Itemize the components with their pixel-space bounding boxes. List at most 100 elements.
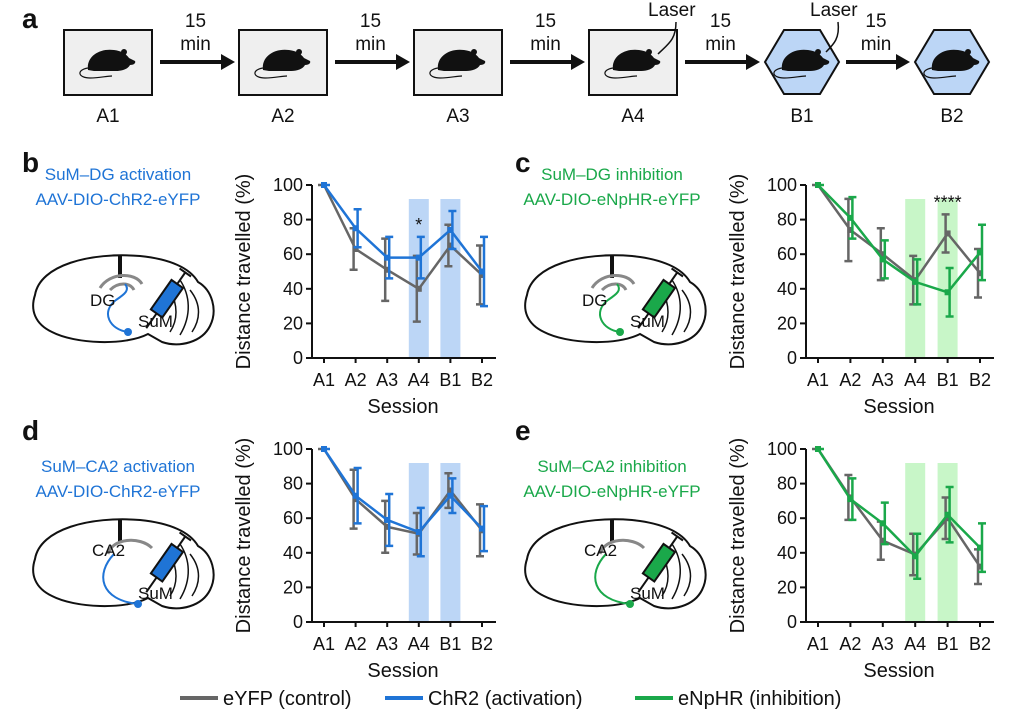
- syringe: [637, 531, 684, 593]
- syringe-handle: [670, 267, 684, 278]
- laser-session-shade: [905, 463, 926, 622]
- x-tick-label: B1: [937, 370, 959, 390]
- syringe-plunger: [176, 271, 187, 285]
- projection: [594, 553, 631, 605]
- y-tick-label: 100: [767, 439, 797, 459]
- series-line: [816, 448, 981, 559]
- syringe-needle: [145, 312, 158, 329]
- source-region-label: SuM: [138, 584, 173, 603]
- data-point: [815, 446, 821, 452]
- laser-session-shade: [937, 199, 958, 358]
- y-axis-label: Distance travelled (%): [233, 438, 255, 634]
- laser-session-shade: [440, 463, 461, 622]
- x-tick-label: A3: [872, 370, 894, 390]
- syringe-plunger: [176, 535, 187, 549]
- interval-label: 15: [535, 11, 556, 32]
- panel-label: b: [22, 147, 39, 178]
- x-tick-label: B2: [969, 634, 991, 654]
- x-tick-label: B1: [439, 370, 461, 390]
- data-point: [384, 266, 391, 273]
- panel-label: e: [515, 415, 531, 446]
- interval-label: min: [355, 34, 386, 55]
- session-label: A1: [96, 106, 119, 127]
- source-region-label: SuM: [630, 584, 665, 603]
- injection-site: [124, 328, 132, 336]
- data-point: [977, 544, 983, 551]
- hippocampus: [598, 538, 646, 555]
- projection: [599, 283, 621, 333]
- laser-fiber: [657, 21, 677, 55]
- construct-title: SuM–CA2 inhibition: [537, 457, 686, 476]
- y-tick-label: 100: [273, 439, 303, 459]
- data-point: [479, 525, 485, 532]
- data-point: [847, 226, 854, 233]
- data-point: [912, 278, 919, 285]
- x-tick-label: A3: [872, 634, 894, 654]
- data-point: [415, 285, 422, 292]
- x-tick-label: A4: [904, 634, 926, 654]
- y-tick-label: 20: [777, 313, 797, 333]
- laser-label: Laser: [810, 0, 858, 21]
- y-tick-label: 0: [293, 348, 303, 368]
- y-tick-label: 40: [283, 279, 303, 299]
- x-tick-label: A3: [376, 370, 398, 390]
- session-label: A2: [271, 106, 294, 127]
- x-tick-label: A1: [807, 634, 829, 654]
- session-label: B1: [790, 106, 813, 127]
- target-region-label: CA2: [92, 541, 125, 560]
- panel-label: c: [515, 147, 531, 178]
- syringe: [145, 267, 192, 329]
- x-tick-label: A1: [313, 634, 335, 654]
- arrow-head: [896, 54, 910, 70]
- source-region-label: SuM: [138, 312, 173, 331]
- data-point: [815, 182, 821, 188]
- chart: 0 20 40 60 80 100 A1 A2 A3 A4 B1 B2 Distance travell…: [523, 165, 994, 418]
- brain-schematic: CA2 SuM: [31, 517, 216, 611]
- construct-virus: AAV-DIO-eNpHR-eYFP: [523, 482, 700, 501]
- x-tick-label: A2: [839, 370, 861, 390]
- y-tick-label: 0: [787, 348, 797, 368]
- data-point: [944, 515, 951, 522]
- y-tick-label: 20: [777, 577, 797, 597]
- series-line: [816, 184, 981, 282]
- hippocampus: [590, 274, 636, 292]
- x-axis-label: Session: [863, 660, 934, 682]
- y-tick-label: 100: [273, 175, 303, 195]
- construct-title: SuM–DG inhibition: [541, 165, 683, 184]
- construct-virus: AAV-DIO-ChR2-eYFP: [35, 190, 200, 209]
- interval-label: min: [705, 34, 736, 55]
- y-tick-label: 80: [283, 474, 303, 494]
- target-region-label: DG: [90, 291, 116, 310]
- y-tick-label: 40: [283, 543, 303, 563]
- syringe-handle: [178, 267, 192, 278]
- syringe-handle: [670, 531, 684, 542]
- hippocampus: [106, 538, 154, 555]
- projection: [107, 283, 129, 333]
- series-line: [322, 184, 483, 291]
- data-point: [944, 289, 951, 296]
- series-line: [322, 448, 483, 536]
- x-tick-label: A2: [345, 370, 367, 390]
- series-line: [322, 448, 483, 534]
- panel-label: d: [22, 415, 39, 446]
- arrow-head: [571, 54, 585, 70]
- data-point: [352, 246, 359, 253]
- data-point: [415, 529, 422, 536]
- x-tick-label: A3: [376, 634, 398, 654]
- significance-label: *: [415, 215, 422, 235]
- legend-label: eYFP (control): [223, 688, 352, 710]
- laser-label: Laser: [648, 0, 696, 21]
- arrow-head: [396, 54, 410, 70]
- y-tick-label: 60: [283, 508, 303, 528]
- x-tick-label: B2: [969, 370, 991, 390]
- arrow-head: [746, 54, 760, 70]
- arrow-head: [221, 54, 235, 70]
- y-tick-label: 40: [777, 279, 797, 299]
- data-point: [879, 537, 886, 544]
- brain-schematic: DG SuM: [523, 253, 708, 347]
- interval-label: 15: [710, 11, 731, 32]
- construct-title: SuM–CA2 activation: [41, 457, 195, 476]
- syringe-handle: [178, 531, 192, 542]
- data-point: [847, 214, 854, 221]
